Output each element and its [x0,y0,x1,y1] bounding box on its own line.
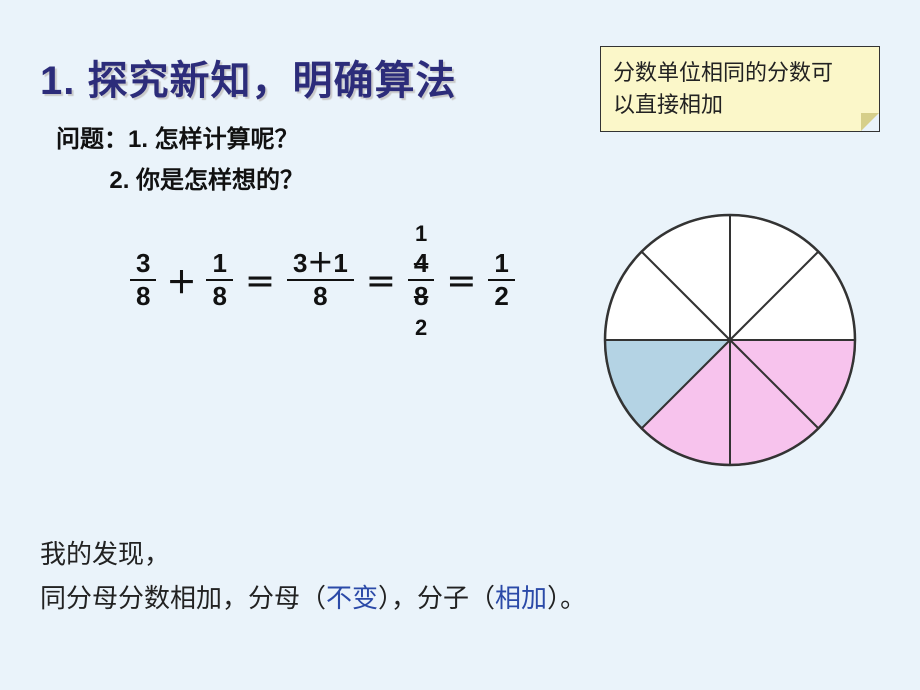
frac3-num: 3＋1 [287,250,354,281]
frac5-num: 1 [488,250,514,281]
frac1-den: 8 [130,281,156,310]
pie-chart [600,210,860,470]
frac5-den: 2 [488,281,514,310]
discovery-line1: 我的发现， [40,539,170,569]
discovery-line2b: ），分子（ [378,583,495,613]
question-2: 2. 你是怎样想的？ [109,167,304,194]
equals-1: ＝ [239,258,281,302]
note-fold-corner [861,113,879,131]
plus-sign: ＋ [162,258,200,302]
note-line1: 分数单位相同的分数可 [613,60,833,85]
reduce-top: 1 [415,222,427,245]
frac2-num: 1 [206,250,232,281]
slide-title: 1. 探究新知，明确算法 [40,48,456,106]
fraction-3: 3＋1 8 [287,250,354,311]
frac3-den: 8 [307,281,333,310]
questions-label: 问题： [56,126,128,153]
fraction-4: 1 4 8 2 [408,250,434,311]
fraction-1: 3 8 [130,250,156,311]
fraction-2: 1 8 [206,250,232,311]
frac1-num: 3 [130,250,156,281]
discovery-line2a: 同分母分数相加，分母（ [40,583,326,613]
note-box: 分数单位相同的分数可 以直接相加 [600,46,880,132]
questions-block: 问题：1. 怎样计算呢？ 2. 你是怎样想的？ [56,120,304,202]
equals-3: ＝ [440,258,482,302]
note-line2: 以直接相加 [613,92,723,117]
fraction-5: 1 2 [488,250,514,311]
reduce-bot: 2 [415,316,427,339]
discovery-text: 我的发现， 同分母分数相加，分母（不变），分子（相加）。 [40,532,586,620]
discovery-line2c: ）。 [547,583,586,613]
frac4-num: 4 [408,250,434,281]
question-1: 1. 怎样计算呢？ [128,126,299,153]
keyword-1: 不变 [326,583,378,613]
frac2-den: 8 [206,281,232,310]
equation-row: 3 8 ＋ 1 8 ＝ 3＋1 8 ＝ 1 4 8 2 ＝ 1 2 [130,250,515,311]
keyword-2: 相加 [495,583,547,613]
equals-2: ＝ [360,258,402,302]
frac4-den: 8 [408,281,434,310]
